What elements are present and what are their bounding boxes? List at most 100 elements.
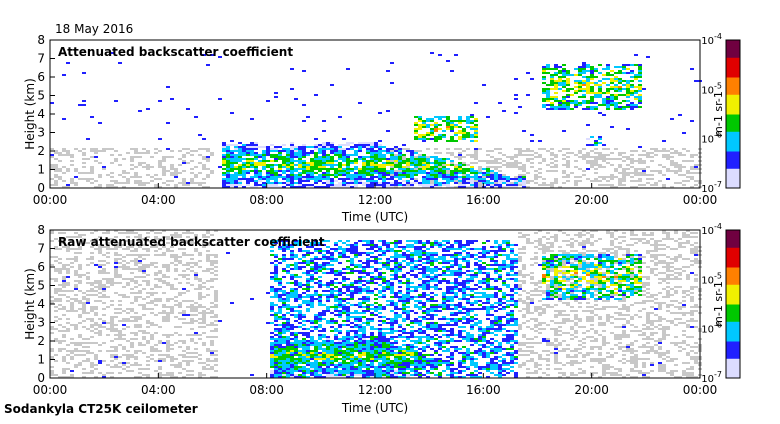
heat-cell xyxy=(606,96,610,98)
heat-cell xyxy=(290,294,294,296)
noise-cell xyxy=(90,318,94,320)
heat-cell xyxy=(310,296,314,298)
heat-cell xyxy=(458,162,462,164)
heat-cell xyxy=(222,144,226,146)
heat-cell xyxy=(394,182,398,184)
heat-cell xyxy=(498,182,502,184)
noise-cell xyxy=(154,232,158,234)
heat-cell xyxy=(354,304,358,306)
noise-cell xyxy=(574,176,578,178)
heat-cell xyxy=(582,90,586,92)
heat-cell xyxy=(250,170,254,172)
heat-cell xyxy=(606,90,610,92)
noise-cell xyxy=(690,176,694,178)
heat-cell xyxy=(538,140,542,142)
noise-cell xyxy=(618,184,622,186)
noise-cell xyxy=(66,368,70,370)
noise-cell xyxy=(678,164,682,166)
heat-cell xyxy=(318,300,322,302)
noise-cell xyxy=(54,184,58,186)
heat-cell xyxy=(366,166,370,168)
heat-cell xyxy=(282,362,286,364)
noise-cell xyxy=(510,158,514,160)
heat-cell xyxy=(254,158,258,160)
noise-cell xyxy=(138,372,142,374)
heat-cell xyxy=(374,250,378,252)
heat-cell xyxy=(302,160,306,162)
noise-cell xyxy=(114,258,118,260)
heat-cell xyxy=(286,370,290,372)
noise-cell xyxy=(154,292,158,294)
heat-cell xyxy=(466,168,470,170)
heat-cell xyxy=(270,150,274,152)
heat-cell xyxy=(374,354,378,356)
heat-cell xyxy=(302,366,306,368)
noise-cell xyxy=(150,350,154,352)
heat-cell xyxy=(390,62,394,64)
heat-cell xyxy=(410,168,414,170)
heat-cell xyxy=(634,92,638,94)
heat-cell xyxy=(430,184,434,186)
noise-cell xyxy=(210,172,214,174)
noise-cell xyxy=(170,344,174,346)
noise-cell xyxy=(586,162,590,164)
y-tick-label: 8 xyxy=(37,33,45,47)
heat-cell xyxy=(346,170,350,172)
noise-cell xyxy=(646,156,650,158)
heat-cell xyxy=(350,342,354,344)
noise-cell xyxy=(598,166,602,168)
heat-cell xyxy=(626,106,630,108)
heat-cell xyxy=(550,76,554,78)
heat-cell xyxy=(626,94,630,96)
noise-cell xyxy=(86,358,90,360)
heat-cell xyxy=(486,184,490,186)
noise-cell xyxy=(154,278,158,280)
noise-cell xyxy=(598,152,602,154)
noise-cell xyxy=(170,250,174,252)
noise-cell xyxy=(54,164,58,166)
noise-cell xyxy=(206,168,210,170)
noise-cell xyxy=(102,302,106,304)
heat-cell xyxy=(254,182,258,184)
heat-cell xyxy=(410,184,414,186)
heat-cell xyxy=(414,128,418,130)
heat-cell xyxy=(326,144,330,146)
heat-cell xyxy=(302,164,306,166)
heat-cell xyxy=(350,368,354,370)
noise-cell xyxy=(206,232,210,234)
noise-cell xyxy=(190,258,194,260)
noise-cell xyxy=(210,324,214,326)
heat-cell xyxy=(418,128,422,130)
noise-cell xyxy=(662,150,666,152)
heat-cell xyxy=(470,134,474,136)
noise-cell xyxy=(90,172,94,174)
noise-cell xyxy=(158,232,162,234)
heat-cell xyxy=(334,368,338,370)
heat-cell xyxy=(302,332,306,334)
noise-cell xyxy=(154,174,158,176)
noise-cell xyxy=(74,256,78,258)
heat-cell xyxy=(274,372,278,374)
heat-cell xyxy=(262,160,266,162)
heat-cell xyxy=(366,360,370,362)
y-tick-label: 7 xyxy=(37,52,45,66)
noise-cell xyxy=(598,158,602,160)
heat-cell xyxy=(270,366,274,368)
noise-cell xyxy=(622,178,626,180)
heat-cell xyxy=(410,174,414,176)
heat-cell xyxy=(646,56,650,58)
heat-cell xyxy=(286,324,290,326)
heat-cell xyxy=(566,84,570,86)
noise-cell xyxy=(610,158,614,160)
noise-cell xyxy=(186,374,190,376)
noise-cell xyxy=(522,174,526,176)
noise-cell xyxy=(138,296,142,298)
noise-cell xyxy=(142,332,146,334)
noise-cell xyxy=(142,166,146,168)
heat-cell xyxy=(282,166,286,168)
noise-cell xyxy=(554,178,558,180)
heat-cell xyxy=(398,160,402,162)
heat-cell xyxy=(366,266,370,268)
heat-cell xyxy=(306,274,310,276)
noise-cell xyxy=(186,152,190,154)
